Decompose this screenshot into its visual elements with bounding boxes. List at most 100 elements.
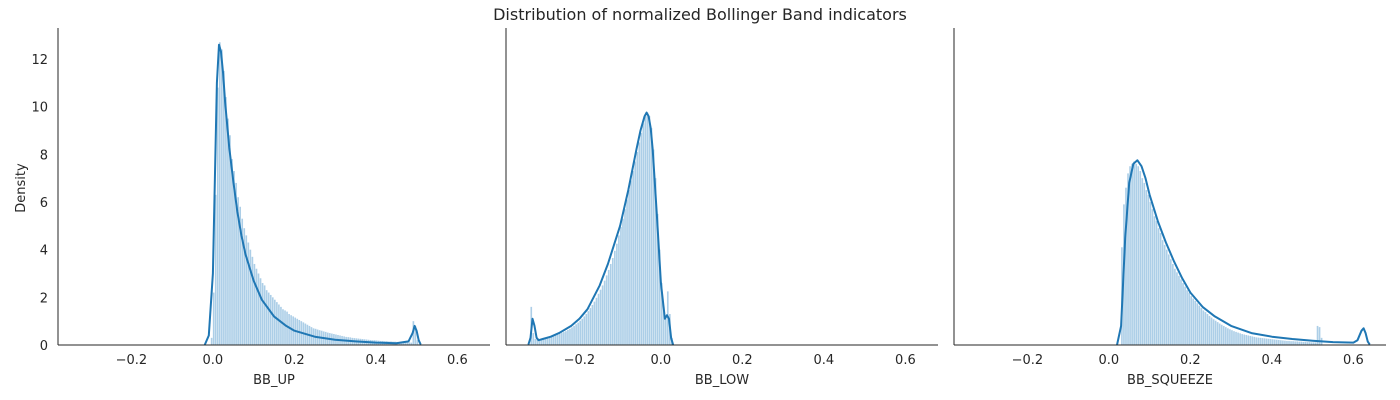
histogram-bar: [601, 285, 604, 345]
histogram-bar: [618, 235, 620, 345]
histogram-bar: [216, 87, 219, 346]
histogram-bar: [1165, 249, 1168, 345]
kde-line: [203, 43, 422, 346]
histogram-bar: [644, 116, 647, 345]
histogram-bar: [1214, 320, 1217, 345]
histogram-bar: [1172, 263, 1174, 345]
histogram-bar: [1139, 171, 1142, 345]
histogram-bar: [1247, 335, 1250, 345]
histogram-bar: [544, 338, 547, 345]
histogram-bar: [603, 280, 606, 345]
x-axis-label: BB_LOW: [695, 373, 749, 388]
histogram-bar: [1196, 303, 1199, 345]
histogram-bar: [1184, 286, 1186, 345]
histogram-bar: [1133, 161, 1135, 345]
histogram-bar: [235, 182, 237, 345]
histogram-bar: [406, 342, 409, 345]
histogram-bar: [1288, 340, 1290, 345]
histogram-bar: [214, 194, 217, 345]
histogram-bar: [1280, 340, 1282, 345]
histogram-bar: [640, 132, 643, 345]
chart-title: Distribution of normalized Bollinger Ban…: [493, 5, 907, 24]
histogram-bar: [265, 290, 268, 345]
histogram-bar: [1229, 329, 1231, 345]
histogram-bar: [1227, 328, 1229, 345]
histogram-bar: [290, 315, 292, 345]
histogram-bar: [538, 339, 541, 345]
histogram-bar: [1204, 312, 1207, 345]
histogram-bar: [1278, 339, 1280, 345]
histogram-bar: [263, 285, 266, 345]
histogram-bar: [241, 218, 244, 345]
x-tick-label: 0.0: [1099, 353, 1120, 368]
histogram-bar: [607, 269, 610, 345]
histogram-bar: [597, 293, 600, 345]
histogram-bar: [414, 325, 417, 345]
histogram-bar: [400, 342, 402, 345]
histogram-bar: [1159, 232, 1162, 345]
histogram-bar: [656, 213, 659, 345]
histogram-bar: [660, 283, 663, 345]
histogram-bar: [616, 243, 618, 345]
histogram-bar: [1243, 334, 1245, 345]
histogram-bar: [1149, 201, 1152, 345]
histogram-bar: [565, 331, 567, 345]
histogram-bar: [632, 171, 634, 345]
histogram-bar: [1131, 163, 1133, 345]
histogram-bar: [410, 342, 413, 345]
histogram-bar: [259, 278, 262, 345]
panel-bb-squeeze: −0.2 0.0 0.2 0.4 0.6 BB_SQUEEZE: [953, 28, 1386, 388]
histogram-bar: [662, 306, 665, 345]
x-tick-label: 0.6: [447, 353, 468, 368]
histogram-bar: [595, 297, 598, 345]
y-tick-label: 12: [31, 53, 48, 68]
histogram-bar: [611, 258, 614, 345]
histogram-bar: [624, 209, 626, 345]
histogram-bar: [563, 332, 565, 345]
histogram-bar: [567, 329, 569, 345]
histogram-bar: [249, 249, 252, 345]
histogram-bar: [542, 338, 545, 345]
histogram-bar: [1127, 173, 1129, 345]
histogram-bar: [652, 149, 655, 345]
histogram-bar: [630, 180, 632, 345]
histogram-bar: [416, 340, 419, 345]
histogram-bar: [1308, 342, 1311, 345]
x-tick-label: 0.4: [366, 353, 387, 368]
x-axis-label: BB_SQUEEZE: [1127, 373, 1213, 388]
x-tick-label: 0.0: [203, 353, 224, 368]
histogram-bar: [237, 197, 239, 345]
histogram-bar: [218, 42, 221, 345]
x-tick-label: 0.4: [814, 353, 835, 368]
histogram-bar: [1178, 275, 1180, 345]
histogram-bar: [1261, 338, 1264, 345]
x-tick-label: −0.2: [564, 353, 596, 368]
histogram-bar: [243, 228, 246, 345]
histogram-bar: [609, 263, 612, 345]
histogram-bar: [1263, 338, 1266, 345]
x-tick-label: 0.6: [895, 353, 916, 368]
histogram-bar: [1188, 292, 1190, 345]
kde-line: [1116, 159, 1371, 346]
histogram-bar: [1210, 317, 1213, 345]
histogram-bar: [1163, 244, 1166, 345]
histogram-bar: [569, 328, 571, 345]
histogram-bar: [253, 263, 256, 345]
histogram-bar: [552, 336, 555, 345]
histogram-bar: [540, 339, 543, 345]
histogram-bar: [638, 142, 641, 345]
y-tick-label: 0: [40, 339, 48, 354]
histogram-bar: [284, 310, 286, 345]
histogram-bar: [269, 294, 272, 345]
histogram-bar: [1153, 216, 1156, 345]
histogram-bar: [1241, 334, 1243, 345]
histogram-bar: [404, 342, 407, 345]
y-tick-label: 8: [40, 148, 48, 163]
histogram-bar: [274, 299, 276, 345]
histogram-bar: [402, 342, 405, 345]
histogram-bar: [546, 337, 549, 345]
histogram-bar: [210, 337, 213, 345]
histogram-bar: [558, 334, 561, 345]
histogram-bar: [1296, 341, 1298, 345]
histogram-bar: [556, 334, 559, 345]
